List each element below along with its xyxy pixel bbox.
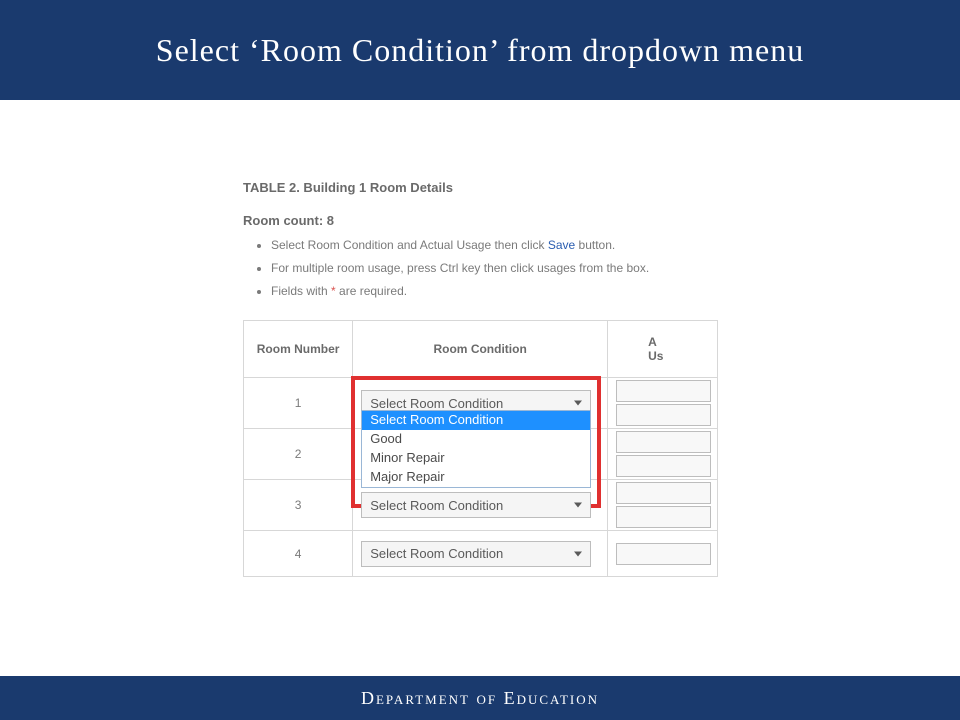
select-value: Select Room Condition bbox=[370, 498, 503, 513]
instruction-item: Fields with * are required. bbox=[271, 280, 743, 303]
actual-usage-field[interactable] bbox=[616, 404, 711, 426]
chevron-down-icon bbox=[574, 401, 582, 406]
instruction-text: are required. bbox=[336, 284, 407, 298]
room-condition-cell: Select Room Condition bbox=[353, 531, 608, 577]
select-value: Select Room Condition bbox=[370, 546, 503, 561]
room-number-cell: 2 bbox=[244, 429, 353, 480]
actual-usage-cell bbox=[608, 531, 718, 577]
table-title: TABLE 2. Building 1 Room Details bbox=[243, 180, 743, 195]
save-link[interactable]: Save bbox=[548, 238, 575, 252]
instructions-list: Select Room Condition and Actual Usage t… bbox=[243, 234, 743, 302]
content-area: TABLE 2. Building 1 Room Details Room co… bbox=[243, 180, 743, 577]
instruction-item: For multiple room usage, press Ctrl key … bbox=[271, 257, 743, 280]
actual-usage-cell bbox=[608, 378, 718, 429]
actual-usage-field[interactable] bbox=[616, 482, 711, 504]
actual-usage-cell bbox=[608, 480, 718, 531]
instruction-item: Select Room Condition and Actual Usage t… bbox=[271, 234, 743, 257]
actual-usage-field[interactable] bbox=[616, 380, 711, 402]
dropdown-option[interactable]: Minor Repair bbox=[362, 449, 590, 468]
actual-usage-field[interactable] bbox=[616, 455, 711, 477]
col-room-condition: Room Condition bbox=[353, 321, 608, 378]
instruction-text: button. bbox=[575, 238, 615, 252]
actual-usage-cell bbox=[608, 429, 718, 480]
footer-bar: Department of Education bbox=[0, 676, 960, 720]
room-number-cell: 1 bbox=[244, 378, 353, 429]
header-bar: Select ‘Room Condition’ from dropdown me… bbox=[0, 0, 960, 100]
actual-usage-field[interactable] bbox=[616, 506, 711, 528]
chevron-down-icon bbox=[574, 503, 582, 508]
instruction-text: Select Room Condition and Actual Usage t… bbox=[271, 238, 548, 252]
room-count-label: Room count: 8 bbox=[243, 213, 743, 228]
col-actual-usage: A Us bbox=[608, 321, 718, 378]
room-condition-select[interactable]: Select Room Condition bbox=[361, 541, 591, 567]
dropdown-option[interactable]: Select Room Condition bbox=[362, 411, 590, 430]
table-row: 1 Select Room Condition Select Room Cond… bbox=[244, 378, 718, 429]
actual-usage-field[interactable] bbox=[616, 431, 711, 453]
page-title: Select ‘Room Condition’ from dropdown me… bbox=[156, 32, 804, 69]
select-value: Select Room Condition bbox=[370, 396, 503, 411]
actual-usage-field[interactable] bbox=[616, 543, 711, 565]
dropdown-option[interactable]: Major Repair bbox=[362, 468, 590, 487]
chevron-down-icon bbox=[574, 551, 582, 556]
room-condition-select[interactable]: Select Room Condition bbox=[361, 492, 591, 518]
footer-text: Department of Education bbox=[361, 688, 599, 709]
room-number-cell: 3 bbox=[244, 480, 353, 531]
table-row: 4 Select Room Condition bbox=[244, 531, 718, 577]
room-condition-dropdown: Select Room Condition Good Minor Repair … bbox=[361, 410, 591, 488]
room-number-cell: 4 bbox=[244, 531, 353, 577]
room-details-table: Room Number Room Condition A Us 1 Select… bbox=[243, 320, 718, 577]
dropdown-option[interactable]: Good bbox=[362, 430, 590, 449]
room-condition-cell: Select Room Condition Select Room Condit… bbox=[353, 378, 608, 429]
col-room-number: Room Number bbox=[244, 321, 353, 378]
instruction-text: Fields with bbox=[271, 284, 331, 298]
